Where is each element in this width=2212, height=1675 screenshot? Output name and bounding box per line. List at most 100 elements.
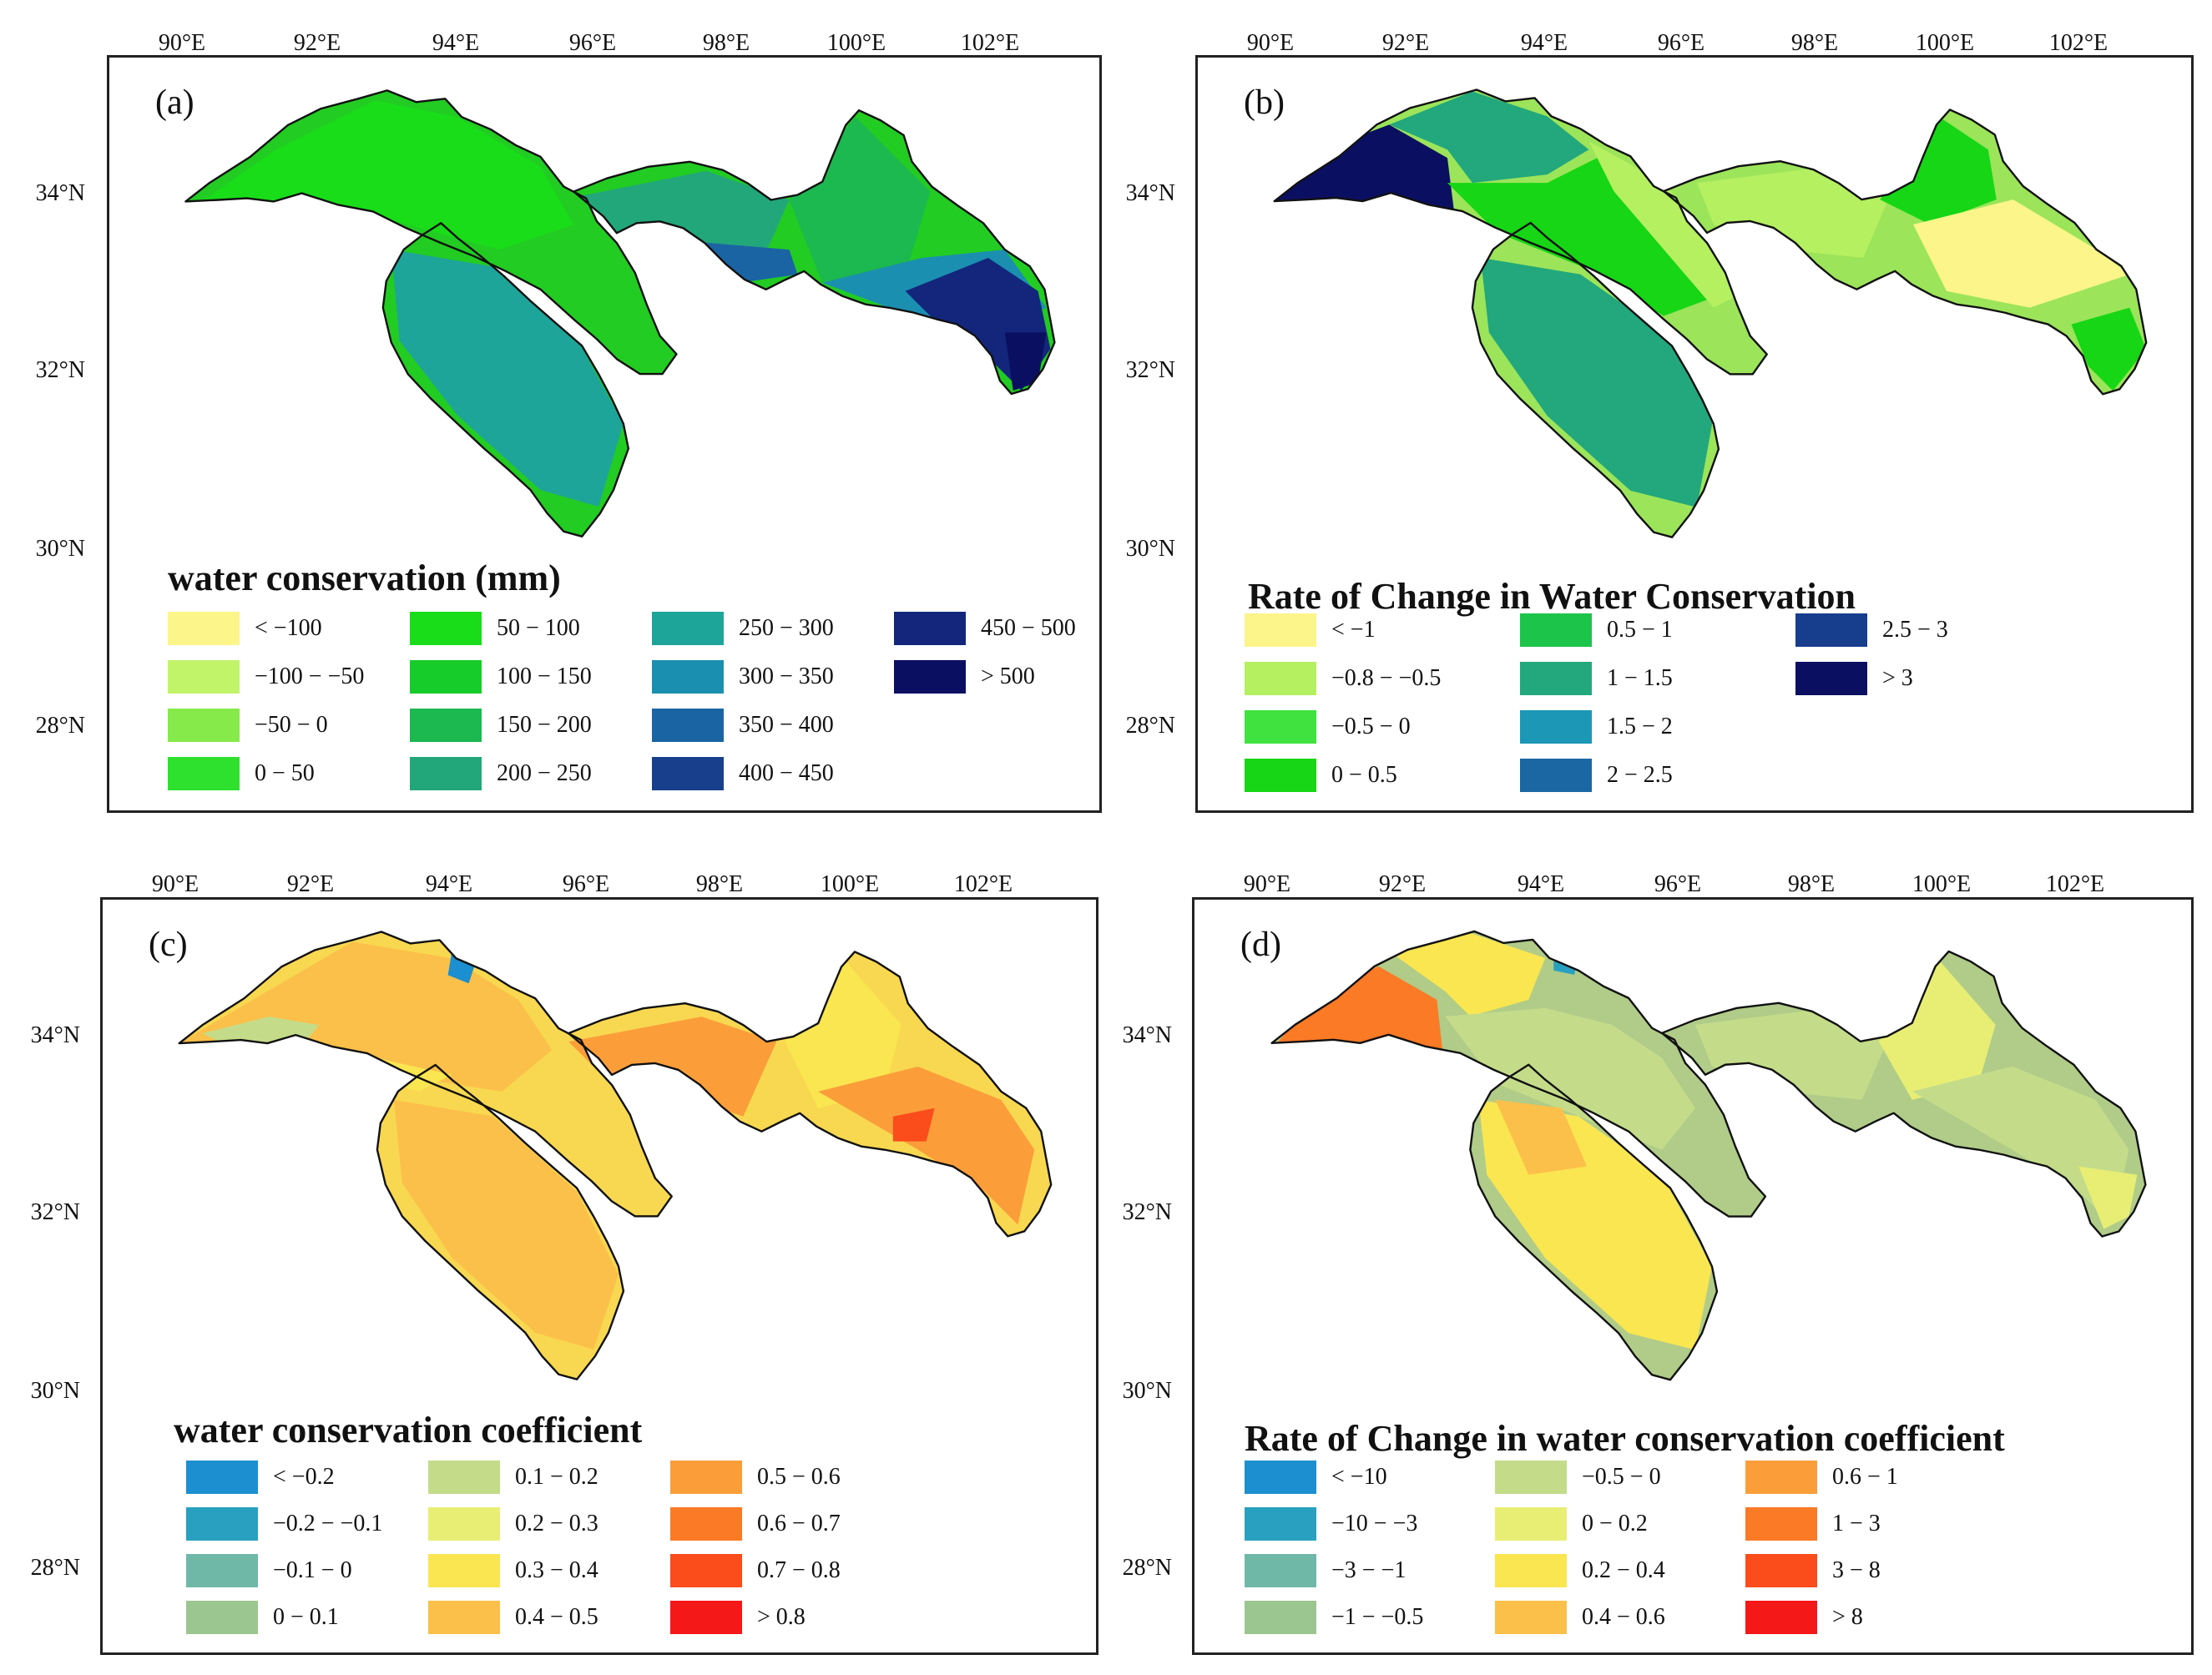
longitude-label: 96°E (562, 871, 610, 897)
legend-item: 0.7 − 0.8 (670, 1552, 841, 1589)
longitude-label: 98°E (1790, 30, 1839, 56)
legend-swatch (652, 612, 724, 645)
legend-swatch (1745, 1601, 1817, 1634)
legend-swatch (410, 612, 482, 645)
legend-label: −100 − −50 (255, 663, 365, 689)
legend-item: 1 − 1.5 (1520, 660, 1673, 697)
legend-item: 2.5 − 3 (1795, 612, 1948, 648)
legend-label: 0.5 − 0.6 (757, 1464, 841, 1490)
legend-item: 0.2 − 0.3 (428, 1506, 598, 1542)
panel-label: (c) (149, 926, 188, 964)
longitude-label: 102°E (953, 871, 1013, 897)
legend-label: 0 − 0.5 (1331, 762, 1397, 788)
legend-swatch (168, 660, 240, 694)
region-fill (192, 100, 574, 250)
longitude-label: 102°E (960, 30, 1020, 56)
legend-item: 1.5 − 2 (1520, 709, 1673, 745)
legend-swatch (1245, 613, 1316, 647)
latitude-label: 34°N (35, 180, 85, 206)
legend-swatch (168, 709, 240, 742)
legend-label: < −100 (255, 615, 322, 641)
region-fill (1912, 1066, 2129, 1225)
legend-swatch (670, 1507, 742, 1541)
south-basin-outline (376, 1063, 625, 1380)
legend-swatch (1520, 613, 1592, 647)
longitude-label: 90°E (1246, 30, 1295, 56)
legend-item: 0 − 50 (168, 755, 315, 792)
longitude-label: 94°E (425, 871, 473, 897)
legend-swatch (1245, 1461, 1316, 1494)
legend-label: 0.6 − 1 (1832, 1464, 1898, 1490)
west-basin-outline (1270, 930, 1767, 1218)
legend-label: 1 − 1.5 (1607, 665, 1673, 691)
latitude-label: 28°N (1122, 1555, 1172, 1581)
legend-swatch (652, 757, 724, 790)
legend-title: water conservation coefficient (174, 1410, 643, 1450)
latitude-label: 30°N (30, 1378, 80, 1404)
legend-item: 250 − 300 (652, 610, 834, 647)
legend-label: > 3 (1882, 665, 1913, 691)
legend-item: −10 − −3 (1245, 1506, 1417, 1542)
legend-swatch (652, 660, 724, 694)
legend-label: 2.5 − 3 (1882, 617, 1948, 643)
legend-item: 0.6 − 0.7 (670, 1506, 841, 1542)
legend-label: 0.7 − 0.8 (757, 1557, 841, 1583)
legend-swatch (1520, 759, 1592, 792)
legend-item: 0 − 0.2 (1495, 1506, 1648, 1542)
legend-label: −0.1 − 0 (273, 1557, 352, 1583)
legend-item: 0.1 − 0.2 (428, 1459, 598, 1496)
legend-swatch (1245, 1554, 1316, 1587)
east-basin-outline (1662, 108, 2148, 396)
region-fill (2071, 307, 2147, 391)
legend-title: Rate of Change in Water Conservation (1248, 576, 1856, 617)
legend-swatch (670, 1461, 742, 1494)
region-fill (568, 1017, 777, 1117)
longitude-label: 90°E (151, 871, 199, 897)
latitude-label: 32°N (35, 357, 85, 383)
region-fill (1695, 1007, 1887, 1100)
south-basin-outline (1471, 221, 1720, 538)
legend-swatch (1495, 1601, 1567, 1634)
legend-swatch (428, 1461, 500, 1494)
region-fill (818, 1066, 1035, 1225)
legend-item: < −100 (168, 610, 322, 647)
longitude-label: 100°E (826, 30, 886, 56)
legend-label: 0.1 − 0.2 (515, 1464, 598, 1490)
legend-swatch (1745, 1554, 1817, 1587)
legend-label: 150 − 200 (497, 712, 592, 738)
legend-title: Rate of Change in water conservation coe… (1245, 1418, 2005, 1459)
legend-swatch (1245, 1601, 1316, 1634)
region-fill (1004, 332, 1047, 391)
west-basin-outline (184, 89, 678, 376)
legend-label: −1 − −0.5 (1331, 1604, 1424, 1630)
legend-label: 0.3 − 0.4 (515, 1557, 598, 1583)
latitude-label: 28°N (30, 1555, 80, 1581)
region-fill (1913, 199, 2130, 308)
longitude-label: 96°E (1657, 30, 1705, 56)
legend-swatch (1245, 710, 1316, 744)
legend-label: 0 − 50 (255, 760, 315, 786)
legend-item: 400 − 450 (652, 755, 834, 792)
longitude-label: 90°E (1243, 871, 1291, 897)
legend-item: 0.5 − 1 (1520, 612, 1673, 648)
legend-item: −50 − 0 (168, 707, 328, 744)
panel-label: (d) (1240, 926, 1281, 964)
longitude-label: 94°E (1520, 30, 1568, 56)
legend-item: −0.1 − 0 (186, 1552, 352, 1589)
legend-label: 0.5 − 1 (1607, 617, 1673, 643)
legend-item: −0.2 − −0.1 (186, 1506, 382, 1542)
longitude-label: 94°E (432, 30, 480, 56)
south-basin-outline (1469, 1063, 1719, 1381)
region-fill (1878, 957, 1996, 1100)
legend-item: < −1 (1245, 612, 1376, 648)
latitude-label: 32°N (1122, 1199, 1172, 1225)
legend-label: 0.6 − 0.7 (757, 1511, 841, 1536)
legend-label: 50 − 100 (497, 615, 580, 641)
longitude-label: 100°E (820, 871, 880, 897)
legend-item: 0.4 − 0.5 (428, 1599, 598, 1636)
legend-label: 300 − 350 (739, 663, 834, 689)
legend-item: 0.5 − 0.6 (670, 1459, 841, 1496)
legend-item: 1 − 3 (1745, 1506, 1881, 1542)
legend-swatch (186, 1601, 258, 1634)
west-basin-outline (1273, 88, 1768, 376)
